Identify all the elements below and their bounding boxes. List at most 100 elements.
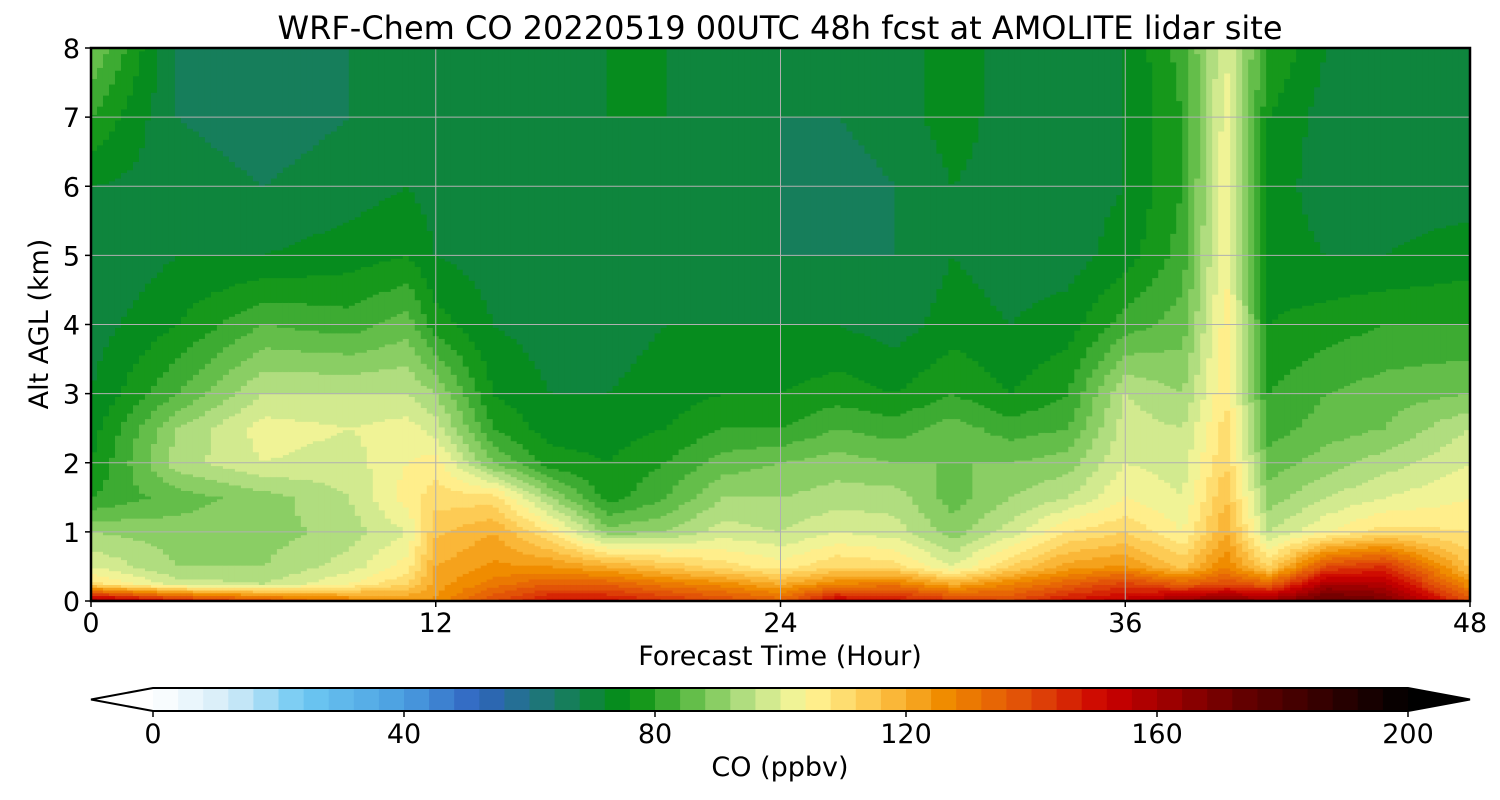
- contour-cell: [1086, 592, 1093, 597]
- contour-cell: [780, 587, 788, 594]
- contour-cell: [1104, 506, 1111, 522]
- contour-cell: [906, 592, 914, 599]
- contour-cell: [864, 570, 872, 577]
- contour-cell: [378, 48, 386, 201]
- contour-cell: [1044, 598, 1051, 601]
- contour-cell: [504, 468, 512, 475]
- contour-cell: [678, 542, 686, 550]
- contour-cell: [900, 341, 908, 389]
- contour-cell: [1026, 576, 1033, 583]
- contour-cell: [810, 324, 818, 378]
- contour-cell: [774, 578, 782, 586]
- contour-cell: [1398, 468, 1405, 494]
- contour-cell: [882, 390, 890, 417]
- contour-cell: [1386, 578, 1393, 586]
- contour-cell: [1188, 504, 1195, 536]
- contour-cell: [1434, 283, 1441, 326]
- contour-cell: [1284, 534, 1291, 541]
- contour-cell: [900, 490, 908, 525]
- contour-cell: [216, 404, 224, 425]
- contour-cell: [1284, 578, 1291, 583]
- contour-cell: [564, 562, 572, 569]
- contour-cell: [234, 484, 242, 566]
- contour-cell: [912, 567, 919, 572]
- contour-cell: [1080, 548, 1087, 561]
- contour-cell: [624, 537, 632, 544]
- contour-cell: [900, 540, 908, 555]
- contour-cell: [636, 573, 644, 580]
- contour-cell: [360, 595, 368, 599]
- contour-cell: [750, 448, 758, 469]
- contour-cell: [450, 48, 458, 265]
- contour-cell: [270, 349, 278, 373]
- contour-cell: [414, 570, 422, 586]
- contour-cell: [840, 567, 848, 572]
- contour-cell: [1260, 589, 1267, 594]
- contour-cell: [336, 573, 344, 586]
- contour-cell: [1302, 136, 1309, 215]
- contour-cell: [1188, 567, 1195, 574]
- contour-cell: [1278, 48, 1285, 93]
- contour-cell: [1098, 584, 1105, 591]
- y-tick-label: 7: [63, 103, 80, 134]
- contour-cell: [1278, 598, 1285, 601]
- contour-cell: [828, 592, 836, 597]
- contour-cell: [91, 589, 98, 594]
- contour-cell: [414, 545, 422, 572]
- contour-cell: [1086, 501, 1093, 514]
- contour-cell: [834, 578, 842, 586]
- contour-cell: [1032, 595, 1039, 601]
- contour-cell: [1338, 545, 1345, 550]
- contour-cell: [498, 479, 506, 486]
- contour-cell: [1194, 576, 1201, 580]
- contour-cell: [816, 567, 824, 574]
- contour-cell: [1092, 396, 1099, 439]
- contour-cell: [600, 584, 608, 591]
- contour-cell: [1308, 587, 1315, 591]
- contour-cell: [846, 556, 854, 569]
- contour-cell: [960, 578, 967, 583]
- contour-cell: [1416, 365, 1423, 403]
- contour-cell: [420, 313, 428, 339]
- contour-cell: [1410, 578, 1417, 586]
- contour-cell: [978, 426, 985, 464]
- contour-cell: [504, 435, 512, 456]
- contour-cell: [1152, 573, 1159, 580]
- contour-cell: [714, 501, 722, 525]
- colorbar-segment: [1382, 688, 1409, 711]
- contour-cell: [1068, 540, 1075, 552]
- contour-cell: [504, 504, 512, 519]
- contour-cell: [456, 506, 464, 527]
- contour-cell: [978, 559, 985, 569]
- contour-cell: [1446, 551, 1453, 561]
- contour-cell: [858, 595, 866, 599]
- contour-cell: [366, 584, 374, 588]
- contour-cell: [1080, 578, 1087, 583]
- contour-cell: [1050, 48, 1057, 295]
- contour-cell: [1056, 523, 1063, 536]
- contour-cell: [660, 595, 668, 601]
- contour-cell: [654, 542, 662, 550]
- contour-cell: [456, 526, 464, 552]
- contour-cell: [1248, 581, 1255, 585]
- contour-cell: [150, 589, 158, 594]
- contour-cell: [1014, 459, 1021, 494]
- contour-cell: [1386, 562, 1393, 569]
- contour-cell: [912, 432, 919, 464]
- contour-cell: [804, 518, 812, 539]
- contour-cell: [906, 587, 914, 591]
- contour-cell: [1020, 531, 1027, 541]
- contour-cell: [612, 537, 620, 544]
- contour-cell: [804, 324, 812, 381]
- contour-cell: [1386, 573, 1393, 580]
- y-tick-label: 8: [63, 34, 80, 65]
- contour-cell: [438, 562, 446, 591]
- contour-cell: [660, 573, 668, 577]
- colorbar-segment: [680, 688, 706, 711]
- contour-cell: [168, 396, 176, 417]
- contour-cell: [642, 435, 650, 478]
- contour-cell: [1296, 365, 1303, 428]
- contour-cell: [390, 595, 398, 599]
- contour-cell: [1116, 581, 1123, 588]
- contour-cell: [978, 573, 985, 577]
